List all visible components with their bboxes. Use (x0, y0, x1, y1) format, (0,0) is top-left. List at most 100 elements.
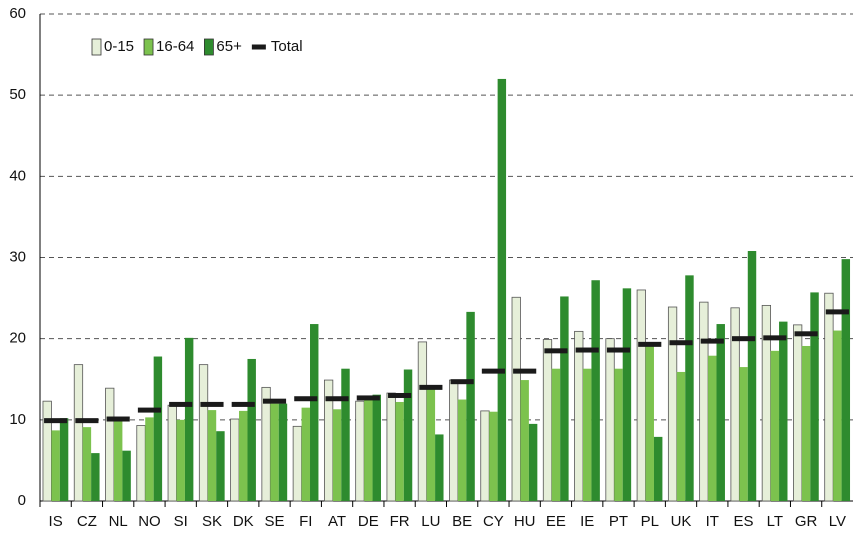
bar (480, 410, 490, 502)
legend-label: 65+ (216, 38, 242, 55)
total-marker (763, 335, 787, 341)
x-tick-label: SE (265, 513, 285, 530)
bar (355, 400, 365, 502)
bar (278, 403, 288, 501)
x-tick-label: PL (641, 513, 659, 530)
bar (59, 418, 69, 501)
bar (417, 341, 428, 502)
x-tick-label: IE (580, 513, 594, 530)
bar (676, 371, 686, 501)
total-marker (106, 416, 130, 422)
bar (497, 78, 507, 501)
total-marker (544, 348, 568, 354)
legend-swatch (251, 44, 266, 50)
bar (73, 364, 84, 502)
bar (136, 425, 146, 502)
bar (520, 380, 529, 501)
bar (614, 368, 623, 501)
bar (747, 251, 757, 501)
x-tick-label: LT (767, 513, 783, 530)
bar (270, 403, 279, 501)
bar (216, 431, 225, 501)
total-marker (669, 340, 693, 346)
bar (551, 368, 561, 501)
bar (261, 386, 271, 502)
bar (779, 321, 788, 501)
bar (239, 410, 248, 501)
bar (386, 392, 396, 502)
bar (636, 289, 646, 502)
bar (457, 399, 467, 501)
x-tick-label: AT (328, 513, 346, 530)
total-marker (419, 384, 443, 390)
total-marker (575, 347, 599, 353)
y-tick-label: 20 (9, 330, 26, 347)
bar (364, 399, 373, 501)
total-marker (356, 395, 380, 401)
x-tick-label: SK (202, 513, 222, 530)
bar (739, 367, 748, 501)
bar (574, 330, 584, 502)
y-tick-label: 30 (9, 248, 26, 265)
x-tick-label: PT (609, 513, 628, 530)
bar (528, 423, 538, 501)
bar (605, 338, 615, 502)
bar (176, 419, 185, 501)
bar (403, 369, 413, 501)
total-marker (794, 331, 818, 337)
y-tick-label: 40 (9, 167, 26, 184)
total-marker (294, 396, 318, 402)
x-tick-label: FR (390, 513, 410, 530)
bar (560, 296, 569, 501)
total-marker (75, 418, 99, 424)
total-marker (200, 401, 224, 407)
bar (801, 345, 811, 501)
bar (645, 344, 654, 501)
total-marker (731, 336, 756, 342)
x-tick-label: GR (795, 513, 818, 530)
bar (91, 453, 100, 501)
bar (793, 324, 803, 502)
bar (667, 306, 678, 502)
bar (770, 350, 780, 501)
total-marker (481, 368, 505, 374)
bar (310, 324, 319, 501)
bar (198, 364, 209, 502)
bar (372, 394, 381, 501)
bar (184, 337, 194, 501)
total-marker (700, 338, 724, 344)
bar (247, 358, 256, 501)
bar (207, 410, 217, 501)
x-tick-label: NL (109, 513, 128, 530)
bar (511, 296, 521, 502)
bar (810, 292, 819, 501)
bar (716, 324, 725, 501)
bar (113, 421, 123, 501)
legend-swatch (143, 38, 154, 56)
x-tick-label: FI (299, 513, 312, 530)
bar (449, 379, 459, 502)
legend-label: Total (271, 38, 303, 55)
bar (622, 288, 632, 501)
total-marker (44, 418, 68, 424)
total-marker (450, 379, 474, 385)
y-tick-label: 0 (18, 492, 26, 509)
x-tick-label: ES (734, 513, 754, 530)
total-marker (231, 401, 255, 407)
total-marker (262, 398, 287, 404)
x-tick-label: DK (233, 513, 254, 530)
y-tick-label: 60 (9, 5, 26, 22)
bar (167, 404, 177, 502)
total-marker (638, 341, 662, 347)
bar (653, 436, 663, 501)
x-tick-label: UK (671, 513, 692, 530)
x-tick-label: CZ (77, 513, 97, 530)
bar (122, 450, 131, 501)
bar (51, 430, 60, 501)
x-tick-label: LU (421, 513, 440, 530)
y-tick-label: 50 (9, 86, 26, 103)
bar (341, 368, 350, 501)
bar (685, 275, 694, 501)
bar (542, 339, 553, 502)
bar (105, 387, 115, 502)
